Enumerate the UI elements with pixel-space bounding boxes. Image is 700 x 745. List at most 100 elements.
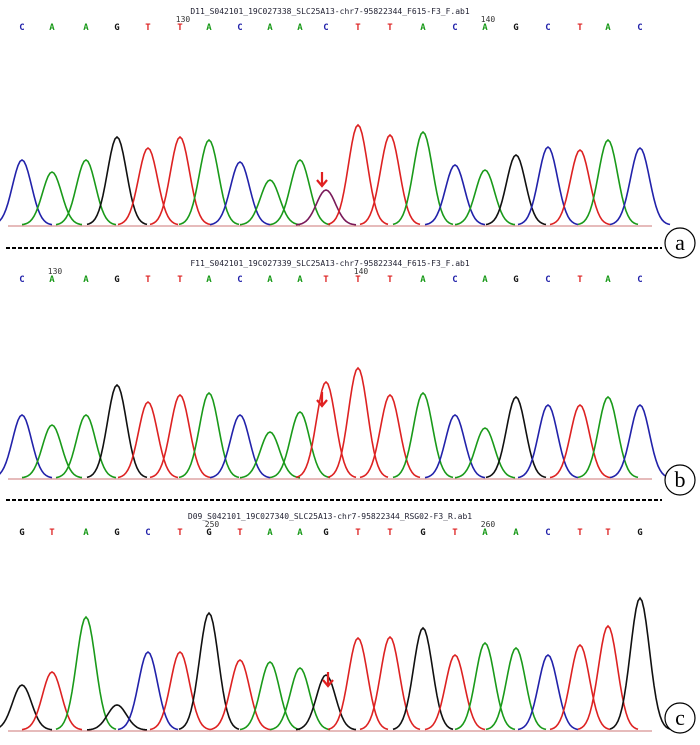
base-call: A [267,528,273,538]
trace-peak [117,146,179,226]
base-call: G [420,528,425,538]
trace-peak [55,615,117,730]
base-call: T [145,275,151,285]
ruler-label: 130 [176,15,191,24]
trace-peak [117,650,179,731]
trace-peak [517,403,579,479]
trace-peak [21,171,83,226]
trace-title: F11_S042101_19C027339_SLC25A13-chr7-9582… [190,259,470,268]
trace-peak [178,611,240,730]
trace-peak [392,626,454,731]
base-call: G [19,528,24,538]
base-call: T [237,528,243,538]
base-call: T [577,23,583,33]
trace-peak [454,169,516,226]
base-call: C [545,23,550,33]
base-call: A [513,528,519,538]
trace-peak [549,403,611,479]
trace-peak [327,636,389,731]
base-call: A [49,275,55,285]
base-call: A [83,23,89,33]
mutation-arrow [316,392,328,408]
base-call: G [513,23,518,33]
base-call: A [482,23,488,33]
base-call: T [452,528,458,538]
base-call: T [387,528,393,538]
trace-peak [359,635,421,731]
trace-peak [454,427,516,479]
trace-peak [392,130,454,226]
trace-peak [269,159,331,226]
trace-peak [149,393,211,479]
base-call: T [577,275,583,285]
base-call: T [605,528,611,538]
base-call: T [355,528,361,538]
base-call: C [637,275,642,285]
trace-peak [577,138,639,226]
trace-peak [327,366,389,478]
trace-peak [86,135,148,226]
trace-peak [609,403,671,479]
ruler-label: 250 [205,520,220,529]
ruler-label: 140 [354,267,369,276]
trace-peak [209,414,271,479]
base-call: A [605,275,611,285]
base-call: A [420,275,426,285]
trace-peak [485,395,547,479]
trace-peak [21,671,83,731]
base-call: G [114,275,119,285]
mutation-arrow [316,172,328,188]
trace-peak [609,596,671,730]
base-call: A [482,275,488,285]
base-call: A [206,23,212,33]
trace-peak [55,159,117,226]
base-call: T [355,275,361,285]
base-call: G [206,528,211,538]
trace-peak [327,123,389,226]
trace-peak [0,684,53,731]
trace-peak [209,161,271,226]
base-call: A [297,528,303,538]
base-call: C [237,23,242,33]
trace-peak [0,159,53,226]
base-call: C [145,528,150,538]
trace-peak [239,431,301,479]
base-call: A [83,275,89,285]
trace-peak [86,383,148,479]
trace-peak [295,674,357,731]
panel-label: b [675,467,686,492]
trace-peak [609,146,671,226]
trace-peak [178,138,240,226]
trace-peak [269,411,331,479]
base-call: C [237,275,242,285]
trace-peak [239,179,301,226]
trace-peak [485,154,547,226]
trace-peak [117,400,179,479]
trace-peak [359,133,421,226]
base-call: A [83,528,89,538]
mutation-arrow [322,672,334,688]
base-call: T [387,23,393,33]
base-call: A [267,23,273,33]
trace-peak [86,704,148,731]
base-call: G [637,528,642,538]
base-call: C [323,23,328,33]
trace-peak [295,189,357,226]
ruler-label: 260 [481,520,496,529]
panel-label-circle [664,464,696,496]
base-call: T [177,528,183,538]
trace-peak [269,667,331,731]
trace-peak [517,653,579,731]
panel-label-circle [664,227,696,259]
base-call: C [19,275,24,285]
base-call: T [177,275,183,285]
base-call: T [49,528,55,538]
base-call: A [206,275,212,285]
base-call: C [452,23,457,33]
trace-peak [0,414,53,479]
base-call: T [145,23,151,33]
trace-peak [149,135,211,226]
base-call: G [114,528,119,538]
trace-peak [424,164,486,226]
